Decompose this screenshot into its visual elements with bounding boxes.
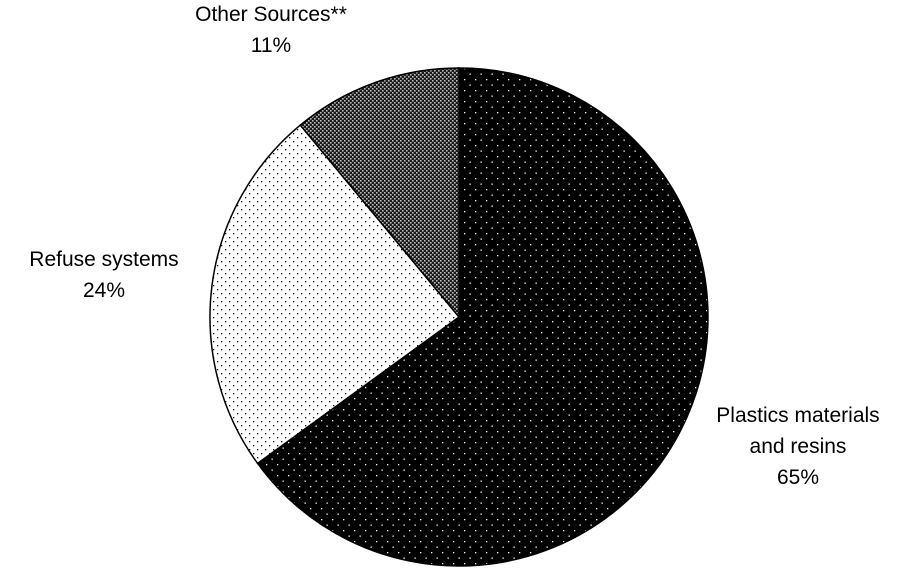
- slice-label-1-line-1: Plastics materials: [716, 404, 879, 427]
- pie-labels: Plastics materials and resins 65% Refuse sy…: [29, 3, 879, 489]
- slice-label-3-line-1: Other Sources**: [195, 3, 347, 26]
- slice-percent-label-3: 11%: [251, 34, 291, 57]
- slice-percent-label-1: 65%: [777, 466, 819, 489]
- slice-label-2-line-1: Refuse systems: [29, 248, 178, 271]
- slice-label-group-2: Refuse systems 24%: [29, 248, 178, 302]
- pie-slice-2: [209, 124, 461, 465]
- slice-label-1-line-2: and resins: [750, 435, 847, 458]
- slice-label-group-3: Other Sources** 11%: [195, 3, 347, 57]
- slice-label-group-1: Plastics materials and resins 65%: [716, 404, 879, 489]
- slice-percent-label-2: 24%: [83, 279, 125, 302]
- pie-slice-3: [299, 67, 460, 320]
- pie-slice-1: [256, 67, 709, 567]
- pie-slices: [209, 67, 709, 567]
